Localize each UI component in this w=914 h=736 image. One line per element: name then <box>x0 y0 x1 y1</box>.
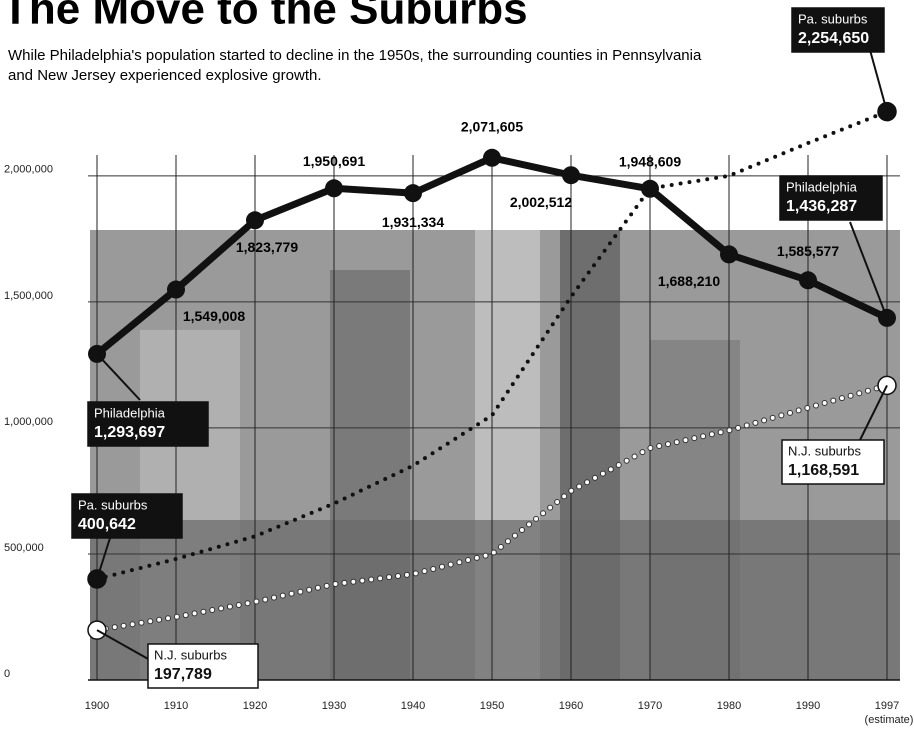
y-tick-label: 500,000 <box>4 542 44 554</box>
x-tick-label: 1920 <box>243 700 267 712</box>
value-label: 1,823,779 <box>236 239 298 255</box>
callout-name: N.J. suburbs <box>788 443 861 458</box>
callout-leader <box>870 50 887 112</box>
value-label: 2,002,512 <box>510 194 572 210</box>
x-tick-label: 1960 <box>559 700 583 712</box>
x-tick-label: 1940 <box>401 700 425 712</box>
value-label: 2,071,605 <box>461 118 523 134</box>
callout-value: 197,789 <box>154 666 212 683</box>
x-tick-label: 1950 <box>480 700 504 712</box>
callout-name: N.J. suburbs <box>154 647 227 662</box>
x-tick-label: 1970 <box>638 700 662 712</box>
point <box>325 179 343 197</box>
chart-title: The Move to the Suburbs <box>2 0 528 34</box>
value-label: 1,950,691 <box>303 153 365 169</box>
callout-name: Pa. suburbs <box>798 11 868 26</box>
subtitle-box: While Philadelphia's population started … <box>8 46 708 96</box>
x-tick-label: 1980 <box>717 700 741 712</box>
y-tick-label: 1,500,000 <box>4 290 53 302</box>
value-label: 1,931,334 <box>382 214 444 230</box>
callout-value: 1,293,697 <box>94 424 165 441</box>
value-label: 1,688,210 <box>658 273 720 289</box>
point <box>720 245 738 263</box>
x-tick-label: 1997 <box>875 700 899 712</box>
x-tick-label: 1990 <box>796 700 820 712</box>
callout-name: Philadelphia <box>786 179 858 194</box>
value-label: 1,549,008 <box>183 308 245 324</box>
x-tick-label: 1910 <box>164 700 188 712</box>
point <box>641 180 659 198</box>
point <box>246 211 264 229</box>
y-tick-label: 0 <box>4 668 10 680</box>
y-tick-label: 1,000,000 <box>4 416 53 428</box>
value-label: 1,948,609 <box>619 153 681 169</box>
chart: The Move to the Suburbs While Philadelph… <box>0 0 914 731</box>
point <box>167 281 185 299</box>
point <box>799 271 817 289</box>
callout-value: 2,254,650 <box>798 30 869 47</box>
callout-value: 1,436,287 <box>786 198 857 215</box>
value-label: 1,585,577 <box>777 243 839 259</box>
y-tick-label: 2,000,000 <box>4 164 53 176</box>
callout-value: 400,642 <box>78 516 136 533</box>
point <box>562 166 580 184</box>
x-tick-label: 1900 <box>85 700 109 712</box>
callout-name: Pa. suburbs <box>78 497 148 512</box>
x-note: (estimate) <box>865 714 914 726</box>
callout-name: Philadelphia <box>94 405 166 420</box>
point <box>483 149 501 167</box>
callout-value: 1,168,591 <box>788 462 859 479</box>
x-tick-label: 1930 <box>322 700 346 712</box>
chart-subtitle: While Philadelphia's population started … <box>8 46 708 86</box>
point <box>404 184 422 202</box>
